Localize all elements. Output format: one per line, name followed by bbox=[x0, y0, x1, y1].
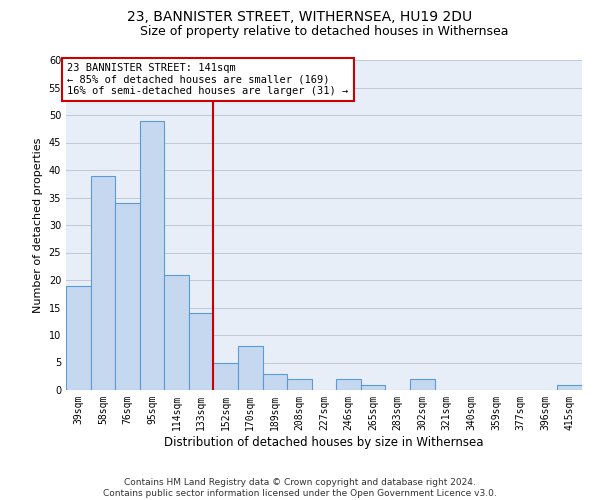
Bar bbox=[336, 379, 361, 390]
Bar bbox=[91, 176, 115, 390]
Bar bbox=[214, 362, 238, 390]
Bar bbox=[557, 384, 582, 390]
Bar bbox=[410, 379, 434, 390]
X-axis label: Distribution of detached houses by size in Withernsea: Distribution of detached houses by size … bbox=[164, 436, 484, 448]
Bar bbox=[263, 374, 287, 390]
Bar bbox=[361, 384, 385, 390]
Text: 23 BANNISTER STREET: 141sqm
← 85% of detached houses are smaller (169)
16% of se: 23 BANNISTER STREET: 141sqm ← 85% of det… bbox=[67, 62, 349, 96]
Bar bbox=[115, 203, 140, 390]
Bar bbox=[164, 274, 189, 390]
Bar bbox=[140, 120, 164, 390]
Bar bbox=[238, 346, 263, 390]
Text: 23, BANNISTER STREET, WITHERNSEA, HU19 2DU: 23, BANNISTER STREET, WITHERNSEA, HU19 2… bbox=[127, 10, 473, 24]
Bar bbox=[189, 313, 214, 390]
Text: Contains HM Land Registry data © Crown copyright and database right 2024.
Contai: Contains HM Land Registry data © Crown c… bbox=[103, 478, 497, 498]
Y-axis label: Number of detached properties: Number of detached properties bbox=[33, 138, 43, 312]
Bar bbox=[66, 286, 91, 390]
Title: Size of property relative to detached houses in Withernsea: Size of property relative to detached ho… bbox=[140, 25, 508, 38]
Bar bbox=[287, 379, 312, 390]
